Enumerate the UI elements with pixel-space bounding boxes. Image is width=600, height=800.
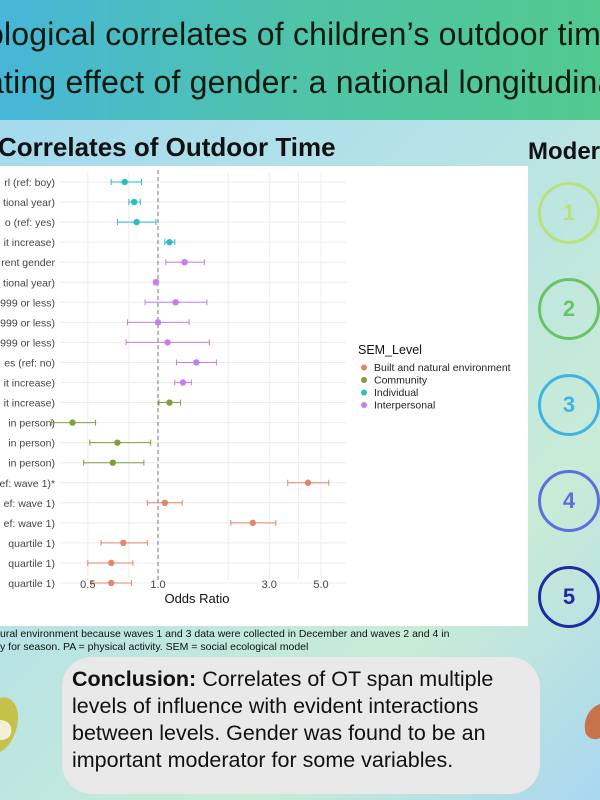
estimate-point — [121, 178, 128, 186]
x-tick-label: 5.0 — [313, 579, 328, 591]
estimate-point — [181, 259, 188, 266]
legend-label: Individual — [374, 387, 418, 399]
estimate-point — [166, 399, 173, 406]
moderation-title: Moder — [528, 138, 600, 165]
y-tick-label: 999 or less) — [0, 337, 55, 349]
moderation-circle-3: 3 — [538, 374, 600, 436]
section-title: Correlates of Outdoor Time — [0, 132, 336, 162]
x-axis-label: Odds Ratio — [164, 591, 229, 606]
estimate-point — [164, 339, 171, 346]
y-tick-label: ef: wave 1)* — [0, 478, 55, 490]
y-tick-label: quartile 1) — [8, 578, 55, 590]
legend-label: Built and natural environment — [374, 362, 511, 374]
y-tick-label: it increase) — [4, 398, 55, 410]
estimate-point — [133, 218, 140, 226]
estimate-point — [130, 198, 138, 206]
y-tick-label: es (ref: no) — [4, 357, 55, 369]
estimate-point — [172, 299, 179, 306]
estimate-point — [304, 479, 312, 486]
y-tick-label: 999 or less) — [0, 297, 55, 309]
moderation-circle-5: 5 — [538, 566, 600, 628]
footnote-line-1: ural environment because waves 1 and 3 d… — [0, 628, 450, 640]
estimate-point — [69, 419, 76, 426]
estimate-point — [161, 499, 169, 506]
moderation-circle-1: 1 — [538, 182, 600, 244]
estimate-point — [120, 539, 127, 547]
y-tick-label: it increase) — [4, 378, 55, 390]
y-tick-label: tional year) — [3, 197, 55, 209]
y-tick-label: o (ref: yes) — [5, 217, 55, 229]
estimate-point — [152, 279, 160, 286]
estimate-point — [109, 459, 116, 466]
footnote-line-2: y for season. PA = physical activity. SE… — [0, 641, 309, 653]
legend-swatch — [361, 377, 367, 383]
estimate-point — [193, 359, 200, 366]
y-tick-label: quartile 1) — [8, 558, 55, 570]
forest-plot-svg: rl (ref: boy) tional year) o (ref: yes) it … — [0, 170, 511, 606]
conclusion-box: Conclusion: Correlates of OT span multip… — [62, 657, 540, 794]
title-banner: ological correlates of children’s outdoo… — [0, 0, 600, 120]
x-tick-label: 1.0 — [150, 579, 165, 591]
title-line-1: ological correlates of children’s outdoo… — [0, 16, 600, 52]
x-tick-label: 0.5 — [80, 579, 95, 591]
estimate-point — [154, 319, 162, 326]
moderation-circle-4: 4 — [538, 470, 600, 532]
estimate-point — [249, 519, 257, 527]
y-tick-label: tional year) — [3, 277, 55, 289]
y-tick-label: in person) — [8, 418, 55, 430]
estimate-point — [166, 238, 173, 246]
footnote: ural environment because waves 1 and 3 d… — [0, 628, 528, 654]
forest-plot: rl (ref: boy) tional year) o (ref: yes) it … — [0, 166, 528, 626]
moderation-circle-2: 2 — [538, 278, 600, 340]
legend-label: Community — [374, 375, 428, 387]
legend-title: SEM_Level — [358, 343, 422, 357]
leaf-decoration-left-icon — [0, 697, 19, 752]
y-tick-label: quartile 1) — [8, 538, 55, 550]
legend-swatch — [361, 402, 367, 408]
legend-swatch — [361, 389, 367, 396]
y-tick-label: in person) — [8, 458, 55, 470]
estimate-point — [108, 559, 115, 567]
leaf-decoration-right-icon — [584, 704, 600, 740]
y-tick-label: ef: wave 1) — [4, 498, 55, 510]
y-tick-label: 999 or less) — [0, 317, 55, 329]
y-tick-label: rent gender — [1, 257, 55, 269]
legend-label: Interpersonal — [374, 400, 435, 412]
estimate-point — [179, 379, 187, 386]
x-tick-label: 3.0 — [262, 579, 277, 591]
conclusion-label: Conclusion: — [72, 667, 197, 691]
y-tick-label: it increase) — [4, 237, 55, 249]
legend-swatch — [361, 364, 367, 371]
conclusion-text: Correlates of OT span multiple levels of… — [72, 667, 494, 772]
estimate-point — [108, 579, 115, 587]
y-tick-label: ef: wave 1) — [4, 518, 55, 530]
y-tick-label: in person) — [8, 438, 55, 450]
estimate-point — [114, 439, 121, 446]
y-tick-label: rl (ref: boy) — [4, 177, 55, 189]
title-line-2: ating effect of gender: a national longi… — [0, 64, 600, 100]
